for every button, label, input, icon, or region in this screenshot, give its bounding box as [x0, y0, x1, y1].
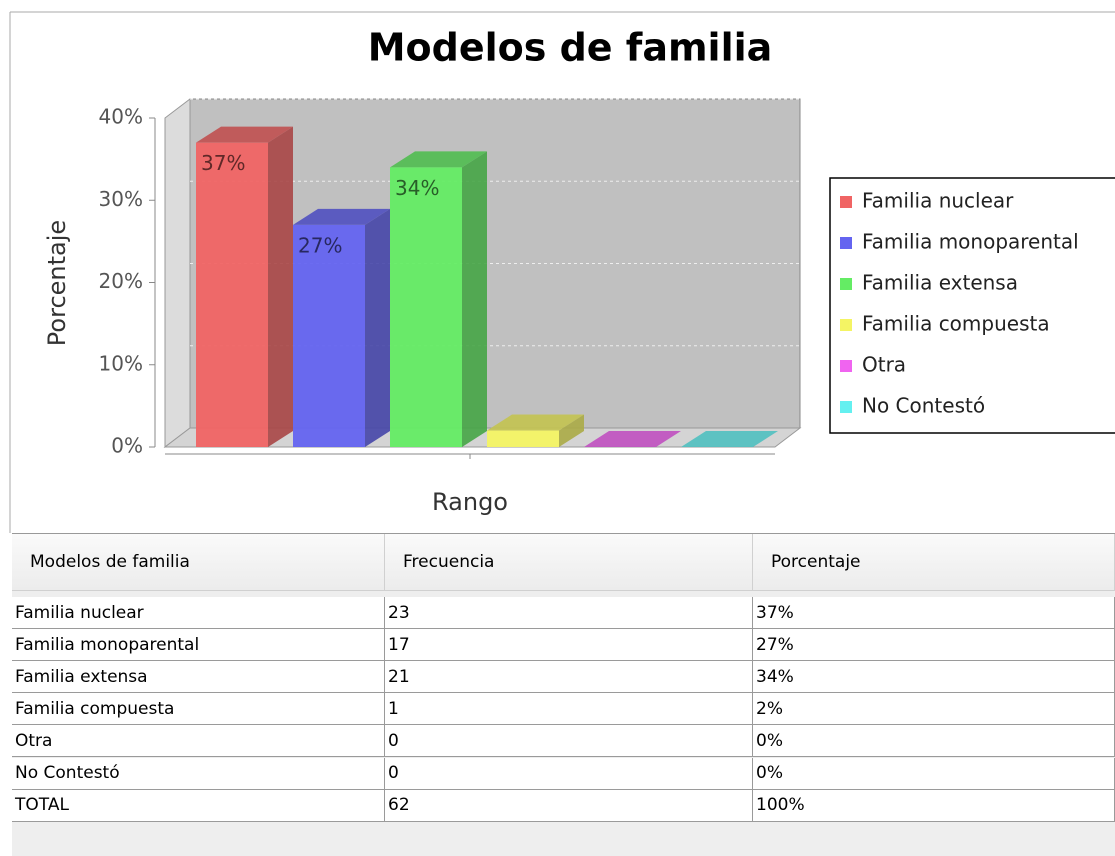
legend-swatch: [840, 237, 852, 249]
table-cell: Familia monoparental: [12, 629, 385, 662]
legend-box: [829, 177, 1115, 434]
table-cell: Familia extensa: [12, 661, 385, 694]
table-cell: 0: [385, 757, 753, 790]
legend-swatch: [840, 278, 852, 290]
table: Modelos de familia Frecuencia Porcentaje Fa…: [12, 533, 1115, 856]
table-cell: 21: [385, 661, 753, 694]
table-cell: TOTAL: [12, 789, 385, 822]
bar-top: [196, 126, 293, 143]
legend-label: Otra: [862, 353, 906, 377]
data-label: 27%: [298, 233, 342, 257]
header-cell: Frecuencia: [385, 534, 753, 591]
table-cell: No Contestó: [12, 757, 385, 790]
table-row: Otra 0 0%: [12, 725, 1115, 758]
legend-label: No Contestó: [862, 394, 985, 418]
table-row: Familia extensa 21 34%: [12, 661, 1115, 694]
table-cell: 23: [385, 597, 753, 629]
bar: [196, 142, 268, 448]
bar-top: [681, 431, 778, 447]
table-cell: 34%: [753, 661, 1115, 694]
side-wall: [164, 97, 191, 449]
data-label: 37%: [201, 151, 245, 175]
table-cell: 0%: [753, 725, 1115, 758]
bar: [390, 167, 462, 447]
table-row: No Contestó 0 0%: [12, 757, 1115, 790]
table-cell: 62: [385, 789, 753, 822]
y-tick-label: 30%: [99, 187, 143, 211]
header-cell: Porcentaje: [753, 534, 1115, 591]
bar-side: [462, 151, 487, 447]
legend-swatch: [840, 401, 852, 413]
legend-swatch: [840, 319, 852, 331]
legend-label: Familia extensa: [862, 271, 1018, 295]
table-cell: Otra: [12, 725, 385, 758]
table-cell: 37%: [753, 597, 1115, 629]
bar-side: [268, 126, 293, 448]
table-cell: 0: [385, 725, 753, 758]
y-tick-label: 0%: [111, 434, 143, 458]
legend-swatch: [840, 196, 852, 208]
table-row: Familia compuesta 1 2%: [12, 693, 1115, 726]
legend-label: Familia nuclear: [862, 189, 1014, 213]
table-cell: 100%: [753, 789, 1115, 822]
chart: Modelos de familia Rango Porcentaje 0% 10…: [9, 11, 1115, 533]
table-cell: 1: [385, 693, 753, 726]
table-cell: 0%: [753, 757, 1115, 790]
table-cell: 2%: [753, 693, 1115, 726]
header-cell: Modelos de familia: [12, 534, 385, 591]
bar-top: [390, 151, 487, 168]
legend-label: Familia monoparental: [862, 230, 1079, 254]
table-row: TOTAL 62 100%: [12, 789, 1115, 822]
y-tick-label: 40%: [99, 105, 143, 129]
x-axis-label: Rango: [432, 488, 508, 516]
y-tick-label: 20%: [99, 269, 143, 293]
y-tick-label: 10%: [99, 351, 143, 375]
table-cell: 17: [385, 629, 753, 662]
table-cell: Familia nuclear: [12, 597, 385, 629]
bar: [487, 430, 559, 447]
bar-side: [559, 414, 584, 447]
table-cell: Familia compuesta: [12, 693, 385, 726]
table-header: Modelos de familia Frecuencia Porcentaje: [12, 534, 1115, 591]
bar-top: [487, 414, 584, 431]
legend-label: Familia compuesta: [862, 312, 1050, 336]
table-row: Familia monoparental 17 27%: [12, 629, 1115, 662]
legend-swatch: [840, 360, 852, 372]
table-cell: 27%: [753, 629, 1115, 662]
bar-top: [584, 431, 681, 447]
chart-title: Modelos de familia: [368, 26, 773, 70]
table-row: Familia nuclear 23 37%: [12, 597, 1115, 629]
bar-top: [293, 208, 390, 225]
y-axis-label: Porcentaje: [43, 220, 71, 346]
bar-side: [365, 208, 390, 447]
data-label: 34%: [395, 176, 439, 200]
bar: [293, 224, 365, 447]
